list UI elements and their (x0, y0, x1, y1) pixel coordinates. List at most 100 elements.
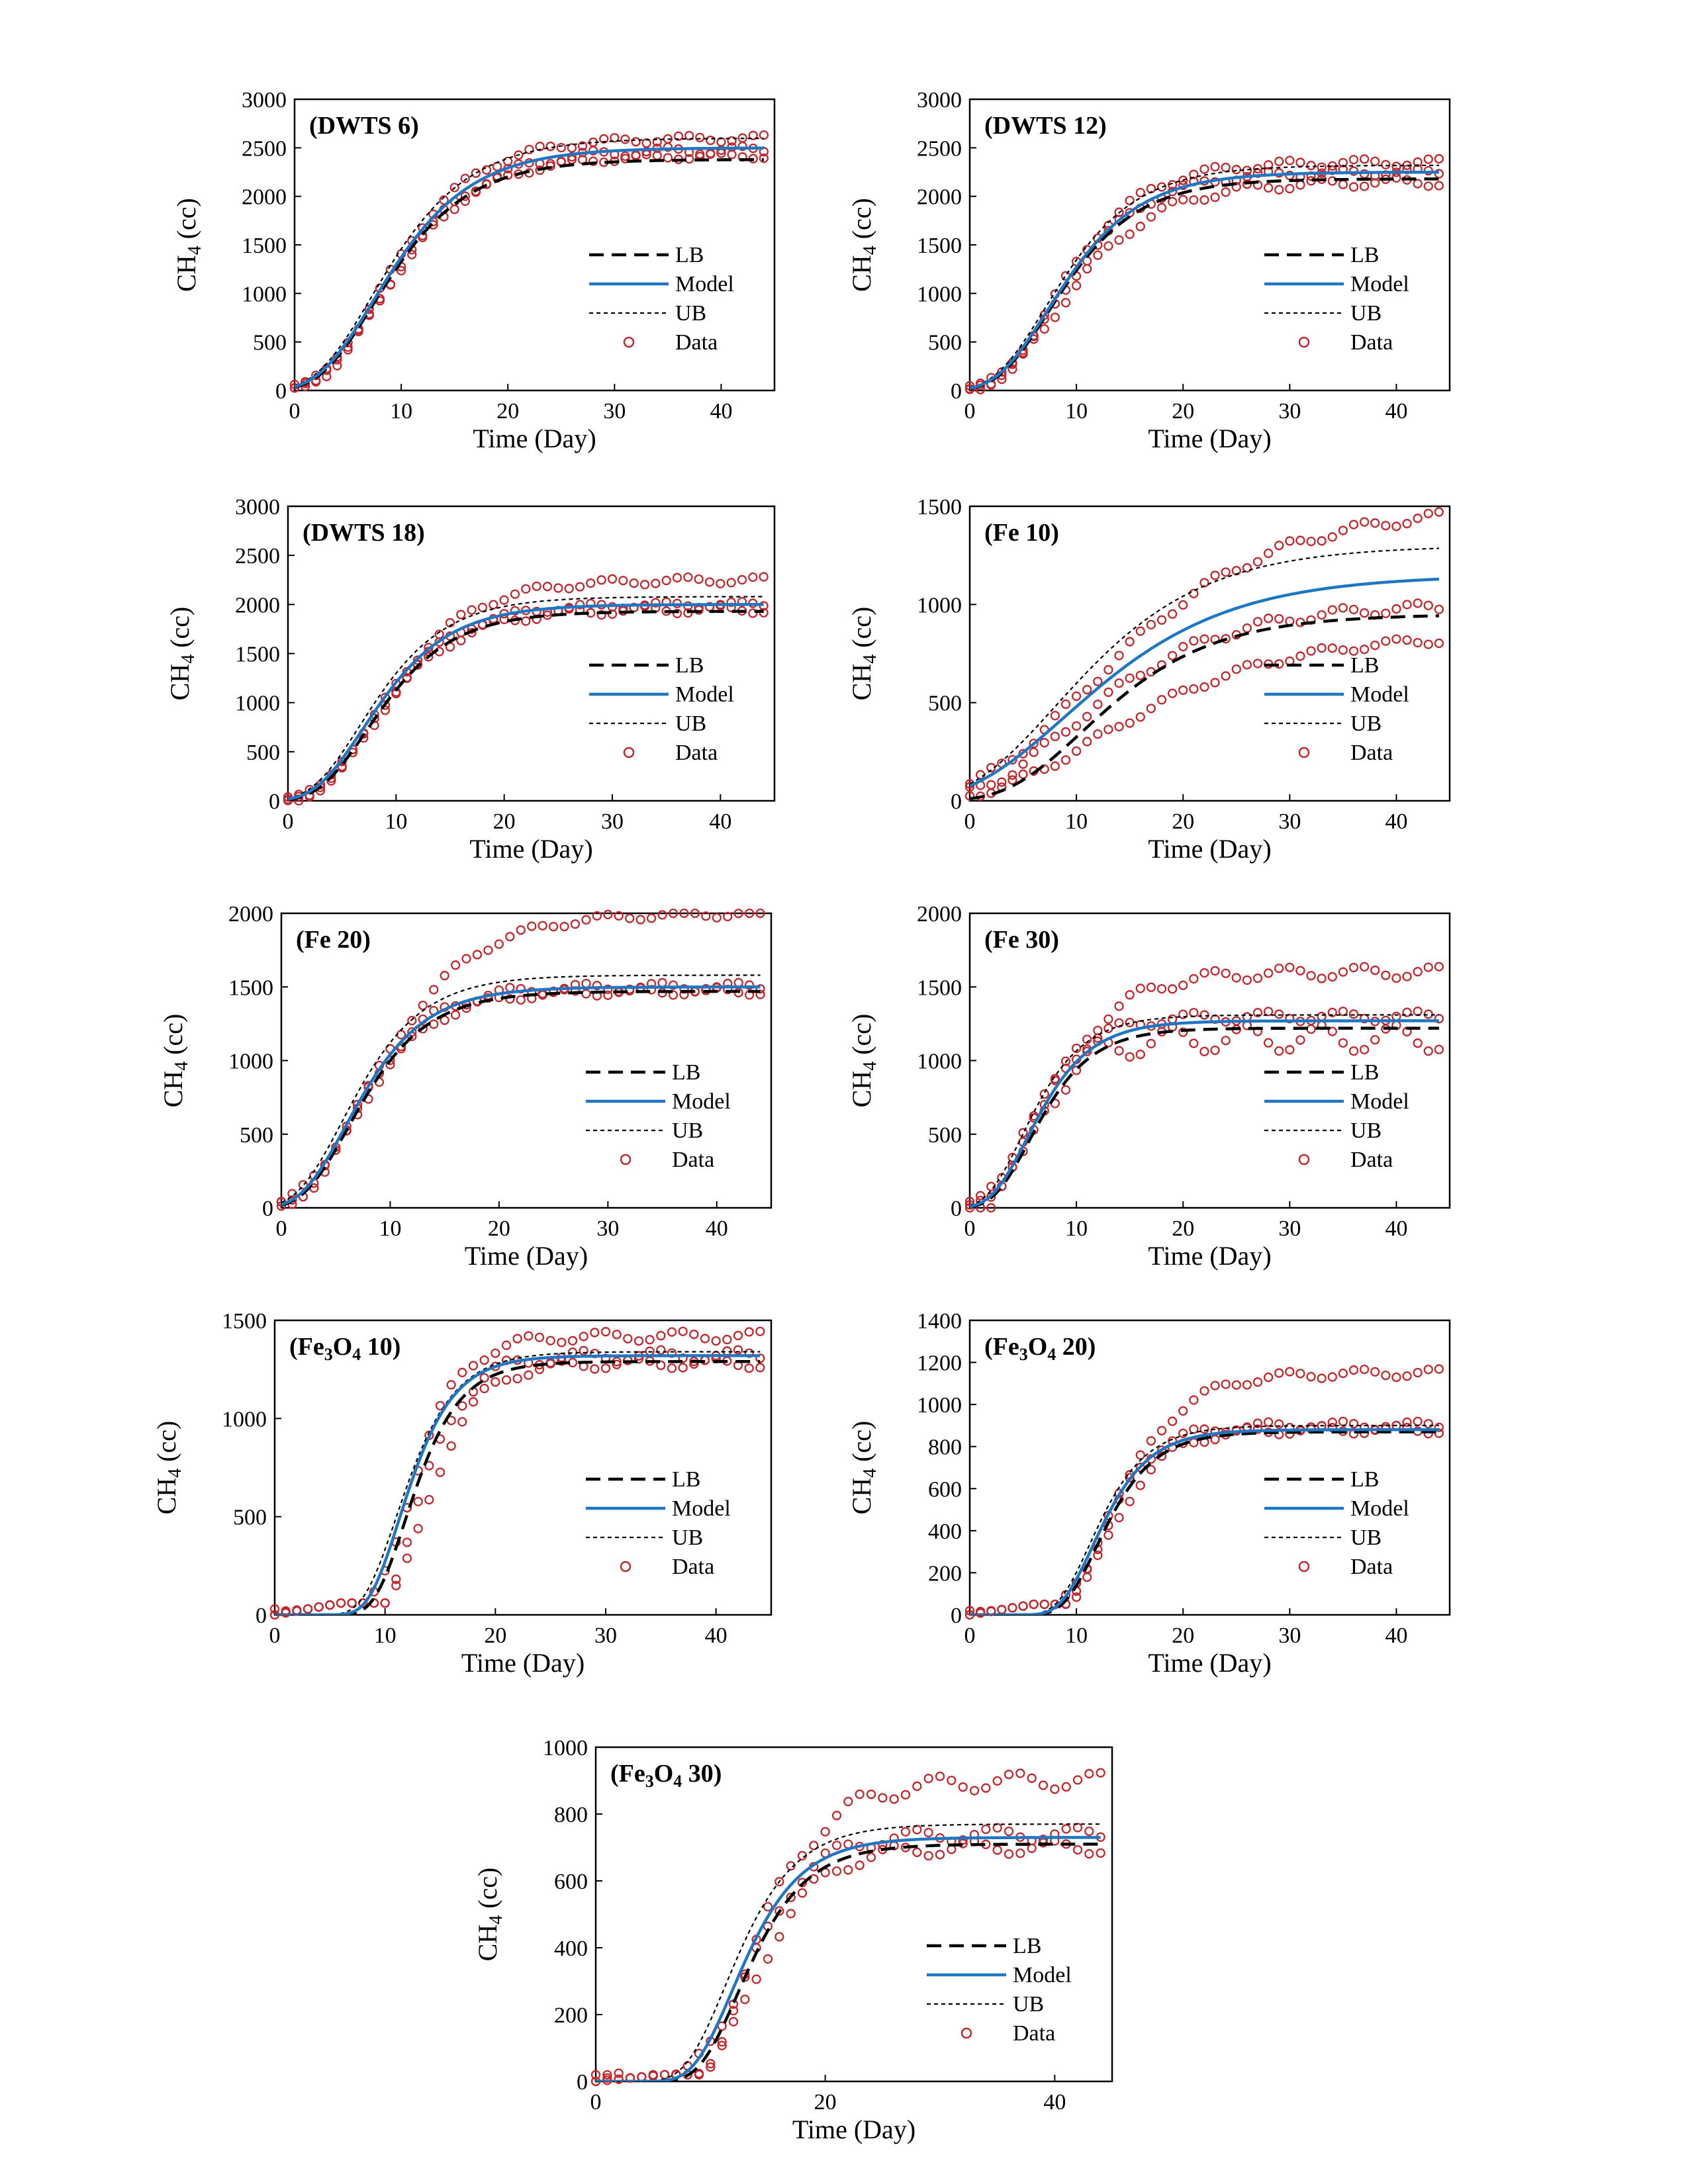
data-point (1434, 154, 1444, 164)
data-point (1370, 965, 1380, 976)
data-point (1252, 557, 1263, 567)
data-point (380, 1598, 390, 1608)
data-point (717, 2037, 727, 2047)
x-tick-label: 40 (1385, 399, 1407, 424)
data-point (1082, 684, 1092, 695)
data-point (797, 1888, 808, 1898)
data-point (396, 1044, 406, 1054)
data-point (786, 1892, 796, 1903)
panel-title: (DWTS 18) (303, 519, 425, 547)
data-point (418, 1024, 428, 1034)
data-point (629, 578, 639, 588)
data-point (651, 598, 661, 608)
data-point (1210, 161, 1220, 172)
data-point (505, 932, 515, 942)
legend-label: Data (1350, 1555, 1393, 1579)
x-tick-label: 20 (496, 399, 519, 424)
y-tick-label: 800 (554, 1803, 588, 1827)
data-point (1317, 536, 1327, 546)
data-point (1210, 570, 1220, 580)
data-point (501, 1375, 512, 1385)
data-point (1135, 222, 1145, 232)
y-axis-label: CH4 (cc) (165, 607, 199, 701)
data-point (289, 383, 300, 393)
x-tick-label: 0 (269, 1623, 281, 1648)
y-tick-label: 0 (256, 1604, 267, 1628)
data-point (596, 610, 606, 620)
data-point (733, 1345, 743, 1355)
data-point (1263, 1417, 1274, 1427)
data-point (1274, 1419, 1284, 1429)
data-point (1274, 614, 1284, 624)
data-point (489, 600, 498, 610)
y-tick-label: 1000 (543, 1736, 588, 1760)
data-point (663, 142, 673, 152)
legend-label: LB (1350, 1060, 1379, 1085)
legend: LB Model UB Data (1264, 243, 1409, 355)
data-point (986, 1203, 996, 1213)
data-point (728, 2017, 739, 2026)
data-point (1082, 737, 1092, 747)
y-tick-label: 1000 (917, 1050, 962, 1074)
data-point (1210, 1381, 1220, 1390)
data-point (1242, 1380, 1252, 1390)
data-point (1039, 738, 1049, 748)
data-point (527, 921, 537, 931)
x-tick-label: 40 (709, 809, 731, 834)
x-tick-label: 30 (1278, 399, 1301, 424)
data-point (1423, 1365, 1433, 1375)
y-tick-label: 2500 (917, 136, 962, 161)
legend-label: Model (675, 682, 734, 707)
data-point (1423, 154, 1433, 164)
y-tick-label: 500 (233, 1506, 267, 1530)
data-point (1423, 1419, 1433, 1429)
data-point (625, 2073, 635, 2083)
chart-panel-6: 0 500 1000 1500 2000 0 10 20 30 40 Time (Day) CH4 (… (847, 902, 1451, 1271)
data-point (748, 608, 758, 618)
data-point (590, 1328, 600, 1338)
data-point (1252, 1424, 1263, 1434)
data-point (737, 141, 747, 152)
data-point (491, 1348, 500, 1358)
y-tick-label: 1000 (228, 1050, 273, 1074)
data-point (1252, 659, 1263, 668)
y-tick-label: 2000 (917, 902, 962, 927)
data-point (292, 1606, 302, 1616)
data-point (958, 1782, 968, 1792)
lb-curve (596, 1843, 1101, 2081)
data-point (1413, 179, 1423, 189)
y-tick-label: 500 (928, 1123, 962, 1148)
data-point (1231, 165, 1241, 175)
legend: LB Model UB Data (927, 1934, 1072, 2046)
data-point (1050, 312, 1060, 322)
data-point (1434, 1422, 1444, 1432)
x-tick-label: 30 (1278, 809, 1301, 834)
data-point (590, 1364, 600, 1374)
data-point (1018, 1128, 1028, 1138)
data-point (472, 950, 483, 960)
data-point (1274, 964, 1284, 974)
data-point (1029, 1599, 1039, 1610)
data-point (588, 156, 598, 166)
x-tick-label: 40 (706, 1216, 728, 1241)
data-point (1178, 1428, 1188, 1438)
data-point (672, 572, 682, 583)
chart-panel-2: 0 500 1000 1500 2000 2500 3000 0 10 20 30 40 Time (D… (847, 88, 1451, 453)
data-point (1231, 182, 1241, 192)
data-point (545, 161, 555, 171)
legend-swatch (623, 336, 635, 348)
data-point (535, 165, 545, 175)
y-tick-label: 500 (246, 741, 280, 765)
data-point (1338, 1007, 1348, 1017)
data-point (1221, 1036, 1231, 1046)
x-tick-label: 10 (390, 399, 412, 424)
data-point (935, 1850, 945, 1860)
data-point (975, 770, 986, 780)
data-point (1402, 519, 1412, 529)
ub-curve (275, 1351, 761, 1615)
legend-label: UB (675, 711, 706, 736)
data-point (1156, 983, 1167, 994)
data-point (1004, 1849, 1014, 1859)
data-point (912, 1781, 922, 1792)
data-point (586, 578, 596, 588)
